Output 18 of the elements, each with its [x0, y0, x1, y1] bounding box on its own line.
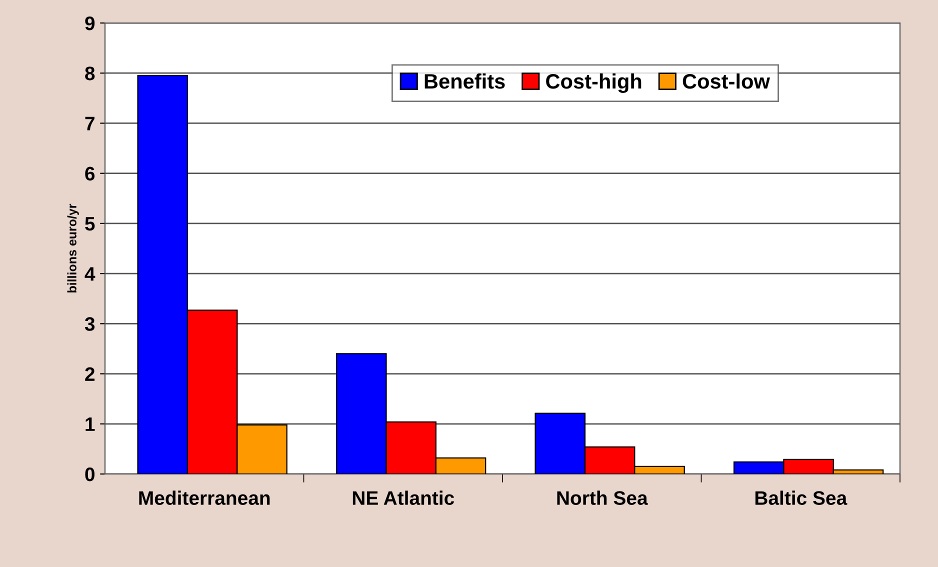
- y-tick-label: 6: [85, 166, 95, 181]
- y-axis-title: billions euro/yr: [67, 204, 79, 292]
- y-tick-label: 2: [85, 367, 94, 381]
- x-tick-label: Baltic Sea: [755, 490, 848, 505]
- x-tick-label: North Sea: [557, 490, 648, 505]
- legend-label: Benefits: [424, 73, 505, 89]
- legend-label: Cost-high: [546, 73, 642, 93]
- y-tick-label: 7: [85, 116, 94, 130]
- y-tick-label: 8: [85, 66, 95, 80]
- y-tick-label: 0: [85, 467, 94, 482]
- y-tick-label: 5: [85, 217, 95, 231]
- x-tick-label: NE Atlantic: [352, 490, 454, 505]
- y-tick-label: 1: [86, 418, 95, 431]
- x-tick-label: Mediterranean: [139, 490, 270, 505]
- y-tick-label: 3: [84, 317, 95, 331]
- y-tick-label: 9: [85, 16, 95, 30]
- y-tick-label: 4: [84, 267, 96, 281]
- legend-label: Cost-low: [682, 73, 770, 89]
